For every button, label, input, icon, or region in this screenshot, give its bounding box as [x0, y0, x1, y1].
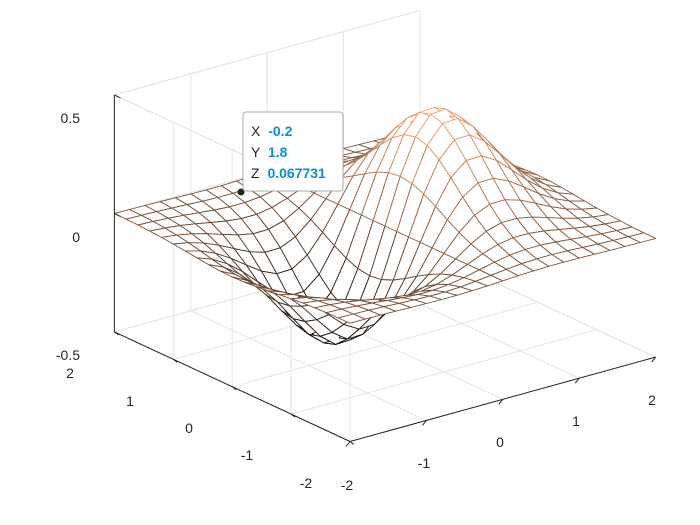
y-tick-label: 1	[126, 393, 134, 409]
datatip-z-label: Z	[251, 165, 260, 181]
x-tick-label: 0	[496, 434, 504, 450]
datatip-x-label: X	[251, 123, 261, 139]
z-axis-ticks: -0.5 0 0.5	[56, 110, 80, 363]
x-tick-mark	[498, 398, 504, 405]
x-tick-label: 2	[648, 392, 656, 408]
floor-grid-line	[232, 301, 538, 388]
axes-box	[113, 94, 656, 447]
x-tick-label: 1	[572, 413, 580, 429]
x-tick-mark	[345, 441, 351, 447]
y-tick-label: -2	[300, 475, 313, 491]
x-tick-label: -1	[418, 455, 431, 471]
surface-mesh[interactable]	[113, 107, 657, 345]
datatip-y-value: 1.8	[268, 144, 288, 160]
y-tick-label: 2	[66, 365, 74, 381]
datatip-x-row: X -0.2	[251, 123, 293, 139]
z-tick-mark	[114, 212, 121, 217]
z-tick-label: 0	[72, 229, 80, 245]
x-tick-label: -2	[341, 477, 354, 493]
y-axis-ticks: -2 -1 0 1 2	[66, 365, 312, 491]
datatip-z-value: 0.067731	[267, 165, 326, 181]
datatip[interactable]: X -0.2 Y 1.8 Z 0.067731	[237, 111, 344, 196]
z-tick-label: 0.5	[61, 110, 81, 126]
z-tick-label: -0.5	[56, 347, 80, 363]
datatip-y-row: Y 1.8	[251, 144, 288, 160]
datatip-box	[242, 111, 344, 192]
x-tick-mark	[574, 377, 580, 384]
x-tick-mark	[422, 420, 427, 426]
datatip-y-label: Y	[251, 144, 261, 160]
y-tick-mark	[349, 441, 355, 445]
y-tick-label: 0	[185, 420, 193, 436]
x-tick-mark	[651, 356, 656, 363]
datatip-x-value: -0.2	[268, 123, 292, 139]
y-tick-mark	[231, 386, 237, 391]
x-axis-ticks: -2 -1 0 1 2	[341, 392, 656, 493]
z-tick-mark	[114, 94, 121, 99]
y-tick-mark	[173, 358, 178, 363]
datatip-marker[interactable]	[237, 188, 245, 196]
y-tick-label: -1	[241, 447, 254, 463]
z-tick-mark	[114, 331, 121, 336]
wall-grid-line	[114, 10, 421, 96]
y-tick-mark	[290, 413, 296, 418]
mesh-cell[interactable]	[628, 232, 657, 243]
datatip-z-row: Z 0.067731	[251, 165, 326, 181]
